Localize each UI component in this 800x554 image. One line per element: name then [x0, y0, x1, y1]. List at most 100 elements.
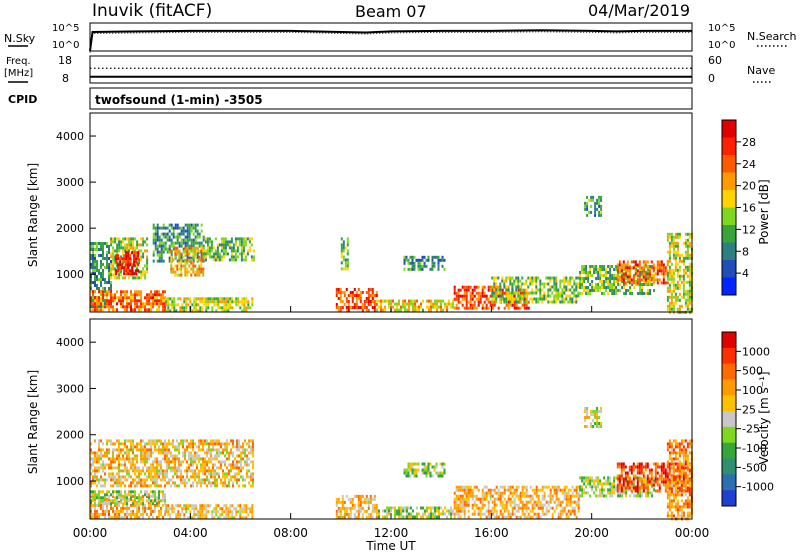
velocity-cell: [214, 439, 216, 443]
power-cell: [615, 289, 618, 292]
power-cell: [220, 243, 223, 247]
velocity-cell: [459, 503, 462, 507]
velocity-cell: [231, 504, 234, 508]
power-cell: [127, 257, 130, 261]
velocity-cell: [481, 512, 484, 516]
power-cell: [589, 265, 592, 268]
power-cell: [193, 300, 196, 304]
power-cell: [600, 207, 603, 211]
velocity-cell: [193, 507, 196, 511]
velocity-cell: [116, 439, 118, 443]
power-cell: [598, 213, 601, 217]
velocity-cell: [138, 475, 140, 479]
velocity-cell: [343, 506, 346, 510]
power-cell: [634, 269, 637, 273]
velocity-cell: [523, 512, 526, 516]
power-cell: [553, 294, 556, 298]
velocity-cell: [406, 512, 408, 516]
velocity-cell: [228, 442, 230, 446]
power-cell: [441, 264, 444, 268]
velocity-cell: [359, 500, 362, 504]
velocity-cell: [158, 490, 160, 494]
power-cell: [594, 204, 597, 208]
velocity-cell: [126, 469, 128, 473]
velocity-cell: [252, 442, 254, 446]
velocity-cell: [222, 469, 224, 473]
velocity-cell: [173, 510, 176, 514]
velocity-cell: [162, 451, 164, 455]
power-cell: [140, 258, 143, 262]
velocity-cell: [146, 466, 148, 470]
velocity-cell: [228, 478, 230, 482]
velocity-cell: [130, 493, 132, 497]
power-cell: [222, 252, 225, 256]
velocity-cell: [246, 448, 248, 452]
power-cell: [186, 229, 189, 233]
power-cell: [129, 257, 132, 261]
velocity-cell: [446, 509, 448, 513]
power-cell: [549, 300, 552, 304]
power-cell: [670, 277, 673, 281]
velocity-cell: [232, 463, 234, 467]
velocity-cell: [503, 509, 506, 513]
power-cell: [463, 291, 466, 295]
power-cell: [242, 258, 245, 262]
velocity-cell: [236, 466, 238, 470]
power-cell: [106, 290, 108, 294]
velocity-cell: [525, 509, 528, 513]
power-cell: [369, 303, 372, 306]
power-cell: [579, 283, 582, 286]
power-cell: [611, 289, 614, 292]
velocity-cell: [452, 512, 454, 516]
velocity-cell: [549, 494, 552, 498]
velocity-cell: [236, 448, 238, 452]
velocity-cell: [100, 500, 102, 504]
velocity-cell: [651, 485, 654, 489]
power-cell: [104, 302, 106, 305]
power-cell: [202, 235, 205, 239]
velocity-cell: [195, 513, 198, 517]
velocity-cell: [561, 500, 564, 504]
power-cell: [426, 299, 428, 303]
velocity-cell: [491, 509, 494, 513]
velocity-cell: [416, 506, 418, 510]
velocity-cell: [481, 494, 484, 498]
velocity-cell: [160, 512, 162, 516]
velocity-cell: [611, 491, 614, 495]
velocity-cell: [660, 465, 663, 469]
power-cell: [230, 249, 233, 253]
velocity-cell: [136, 509, 138, 513]
power-cell: [595, 283, 598, 286]
velocity-cell: [630, 471, 633, 475]
power-cell: [587, 289, 590, 292]
power-cell: [184, 252, 187, 256]
velocity-cell: [511, 512, 514, 516]
velocity-cell: [517, 509, 520, 513]
power-cell: [190, 223, 193, 227]
velocity-cell: [94, 496, 96, 500]
power-cell: [384, 308, 386, 312]
velocity-cell: [110, 439, 112, 443]
power-cell: [626, 260, 629, 264]
power-cell: [112, 246, 115, 250]
power-cell: [507, 294, 510, 298]
power-cell: [116, 246, 119, 250]
velocity-cell: [140, 496, 142, 500]
power-cell: [126, 308, 128, 312]
power-cell: [493, 303, 496, 307]
velocity-cell: [463, 503, 466, 507]
power-cell: [595, 265, 598, 268]
power-cell: [620, 269, 623, 273]
power-cell: [132, 243, 135, 247]
power-cell: [138, 308, 140, 312]
power-cell: [666, 259, 669, 263]
velocity-cell: [386, 509, 388, 513]
power-cell: [601, 292, 604, 295]
velocity-cell: [150, 454, 152, 458]
power-cell: [187, 297, 190, 301]
power-cell: [563, 285, 566, 289]
power-cell: [499, 291, 502, 295]
beam-title: Beam 07: [355, 2, 427, 21]
velocity-cell: [154, 475, 156, 479]
power-cell: [240, 255, 243, 259]
